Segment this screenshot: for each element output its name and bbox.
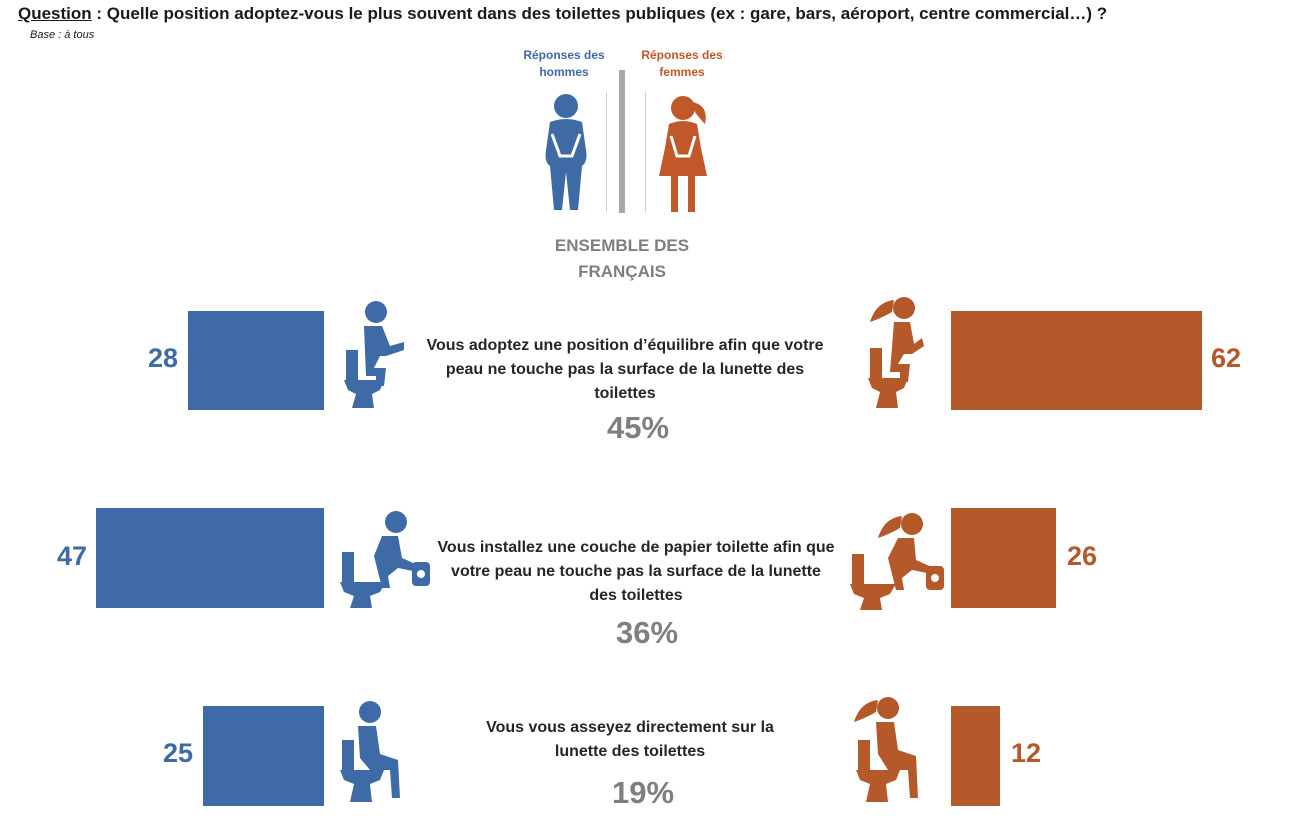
- statement-2: Vous installez une couche de papier toil…: [437, 539, 835, 604]
- men-value-label: 25: [162, 738, 193, 768]
- statement-3: Vous vous asseyez directement sur la lun…: [486, 719, 774, 760]
- women-bar: [951, 508, 1057, 608]
- men-bar: [202, 706, 324, 806]
- question: Question : Quelle position adoptez-vous …: [18, 4, 1278, 24]
- statement-1: Vous adoptez une position d’équilibre af…: [426, 337, 824, 402]
- man-standing-icon: [545, 94, 587, 210]
- man-crouching-toilet-icon: [344, 301, 404, 408]
- men-value-label: 47: [56, 541, 87, 571]
- overall-value-1: 45%: [606, 410, 670, 445]
- woman-sitting-toilet-icon: [854, 697, 918, 802]
- divider-bar: [619, 70, 625, 213]
- divider-line-right: [645, 92, 646, 212]
- man-paper-toilet-icon: [340, 511, 430, 608]
- men-bar: [96, 508, 324, 608]
- men-bar: [188, 311, 324, 410]
- legend-women: Réponses des femmes: [641, 48, 723, 79]
- divider-line-left: [606, 92, 607, 212]
- women-value-label: 12: [1011, 738, 1042, 768]
- overall-value-3: 19%: [611, 775, 675, 810]
- woman-paper-toilet-icon: [850, 513, 944, 610]
- women-bar: [951, 706, 1000, 806]
- base-note: Base : à tous: [30, 29, 95, 41]
- man-sitting-toilet-icon: [340, 701, 400, 802]
- woman-standing-icon: [659, 96, 707, 212]
- men-value-label: 28: [147, 343, 178, 373]
- women-value-label: 26: [1067, 541, 1098, 571]
- women-bar: [951, 311, 1203, 410]
- woman-crouching-toilet-icon: [868, 297, 924, 408]
- overall-title: ENSEMBLE DES FRANÇAIS: [554, 236, 690, 281]
- overall-value-2: 36%: [615, 615, 679, 650]
- question-text: : Quelle position adoptez-vous le plus s…: [91, 4, 1108, 23]
- women-value-label: 62: [1211, 343, 1242, 373]
- question-label: Question: [18, 4, 92, 23]
- legend-men: Réponses des hommes: [523, 48, 605, 79]
